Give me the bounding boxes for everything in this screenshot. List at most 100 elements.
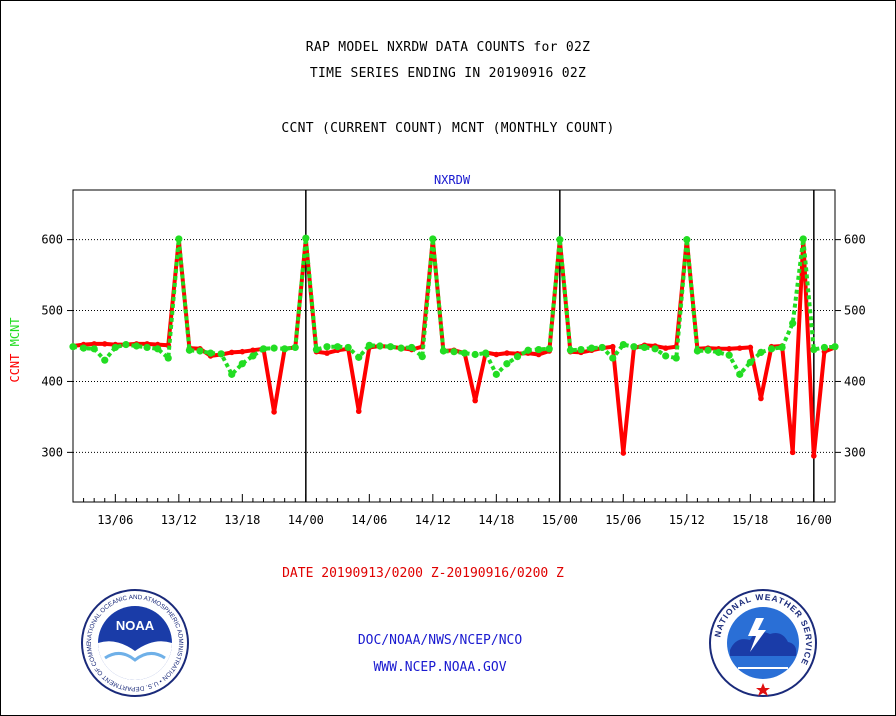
data-point-mcnt — [238, 360, 246, 368]
data-point-ccnt — [736, 345, 743, 351]
data-point-ccnt — [91, 341, 97, 347]
x-tick-label: 14/12 — [415, 513, 451, 527]
y-axis-label-mcnt: MCNT — [8, 317, 22, 353]
data-point-mcnt — [365, 341, 373, 349]
x-tick-label: 15/12 — [669, 513, 705, 527]
data-point-mcnt — [217, 350, 225, 358]
data-point-mcnt — [704, 346, 712, 354]
data-point-mcnt — [820, 343, 829, 352]
data-point-mcnt — [450, 348, 458, 356]
data-point-mcnt — [630, 343, 638, 351]
axes: 300 300 400 400 500 500 600 600 13/06 13/12 13/18 1… — [41, 189, 866, 527]
data-point-mcnt — [767, 345, 776, 353]
data-point-mcnt — [249, 352, 257, 360]
data-point-ccnt — [609, 343, 616, 350]
grid-lines — [73, 239, 835, 453]
x-tick-label: 13/18 — [224, 513, 260, 527]
data-point-ccnt — [271, 409, 277, 415]
y-tick-label-left: 300 — [41, 445, 63, 459]
data-point-ccnt — [535, 351, 542, 358]
data-point-mcnt — [386, 343, 395, 351]
data-point-mcnt — [460, 349, 469, 357]
data-point-ccnt — [324, 350, 330, 356]
data-point-mcnt — [503, 360, 511, 368]
data-point-ccnt — [726, 346, 732, 352]
data-point-ccnt — [493, 351, 500, 358]
data-point-mcnt — [408, 343, 416, 352]
x-tick-label: 13/12 — [161, 513, 197, 527]
data-point-mcnt — [566, 346, 575, 354]
data-point-ccnt — [228, 349, 235, 356]
data-point-mcnt — [757, 348, 765, 356]
chart-main-title: RAP MODEL NXRDW DATA COUNTS for 02Z — [305, 40, 591, 55]
data-point-mcnt — [471, 350, 479, 359]
data-point-mcnt — [789, 319, 797, 327]
data-point-mcnt — [323, 343, 331, 351]
data-point-mcnt — [662, 352, 670, 360]
x-tick-label: 16/00 — [796, 513, 832, 527]
data-point-mcnt — [143, 343, 151, 352]
data-point-ccnt — [811, 453, 817, 459]
y-axis-label-group: CCNT MCNT — [8, 317, 22, 382]
data-point-mcnt — [154, 345, 162, 353]
website-link[interactable]: WWW.NCEP.NOAA.GOV — [373, 660, 507, 675]
data-point-mcnt — [619, 340, 627, 349]
y-axis-label-text: CCNT MCNT — [8, 317, 22, 382]
data-point-mcnt — [69, 343, 77, 351]
data-point-mcnt — [185, 346, 194, 354]
data-point-mcnt — [376, 342, 384, 350]
data-point-mcnt — [778, 343, 786, 352]
data-point-mcnt — [228, 370, 236, 378]
data-point-mcnt — [79, 344, 88, 352]
y-tick-label-left: 600 — [41, 233, 63, 247]
data-point-mcnt — [545, 345, 553, 353]
data-point-mcnt — [831, 343, 839, 351]
data-point-mcnt — [206, 349, 215, 357]
data-point-ccnt — [620, 450, 627, 456]
data-point-ccnt — [472, 397, 478, 404]
data-point-mcnt — [683, 236, 691, 244]
data-point-mcnt — [587, 344, 596, 352]
data-point-mcnt — [418, 353, 426, 361]
data-point-ccnt — [747, 344, 754, 351]
data-point-mcnt — [302, 234, 310, 242]
data-point-mcnt — [291, 343, 299, 352]
data-point-mcnt — [270, 344, 278, 352]
data-point-ccnt — [101, 341, 108, 347]
org-path: DOC/NOAA/NWS/NCEP/NCO — [357, 633, 523, 648]
chart-subtitle: TIME SERIES ENDING IN 20190916 02Z — [309, 66, 587, 81]
nws-logo-icon: NATIONAL WEATHER SERVICE — [709, 589, 817, 697]
data-point-ccnt — [789, 449, 796, 456]
data-point-ccnt — [662, 345, 669, 351]
data-point-mcnt — [640, 343, 649, 352]
noaa-logo-text: NOAA — [116, 618, 155, 633]
y-tick-label-right: 500 — [844, 304, 866, 318]
data-point-mcnt — [429, 235, 437, 243]
y-tick-label-left: 500 — [41, 304, 63, 318]
x-tick-label: 14/18 — [478, 513, 514, 527]
plot-title: NXRDW — [434, 173, 471, 187]
data-point-mcnt — [482, 349, 490, 357]
data-point-mcnt — [439, 347, 448, 355]
data-point-mcnt — [196, 347, 204, 355]
data-point-mcnt — [122, 340, 130, 349]
data-point-mcnt — [397, 344, 405, 352]
data-point-mcnt — [90, 345, 98, 353]
data-point-mcnt — [651, 345, 659, 353]
date-range: DATE 20190913/0200 Z-20190916/0200 Z — [282, 566, 564, 581]
data-point-mcnt — [101, 356, 109, 364]
data-point-mcnt — [535, 345, 543, 354]
data-point-mcnt — [259, 345, 268, 353]
data-point-mcnt — [577, 345, 585, 354]
x-tick-label: 15/00 — [542, 513, 578, 527]
y-tick-label-right: 300 — [844, 445, 866, 459]
data-point-mcnt — [736, 370, 744, 378]
data-point-mcnt — [714, 348, 723, 356]
data-point-mcnt — [524, 346, 532, 354]
data-point-mcnt — [598, 343, 606, 352]
x-tick-label: 13/06 — [97, 513, 133, 527]
data-point-mcnt — [609, 354, 617, 362]
data-point-mcnt — [281, 345, 289, 353]
data-point-mcnt — [344, 343, 352, 352]
x-tick-label: 15/06 — [605, 513, 641, 527]
